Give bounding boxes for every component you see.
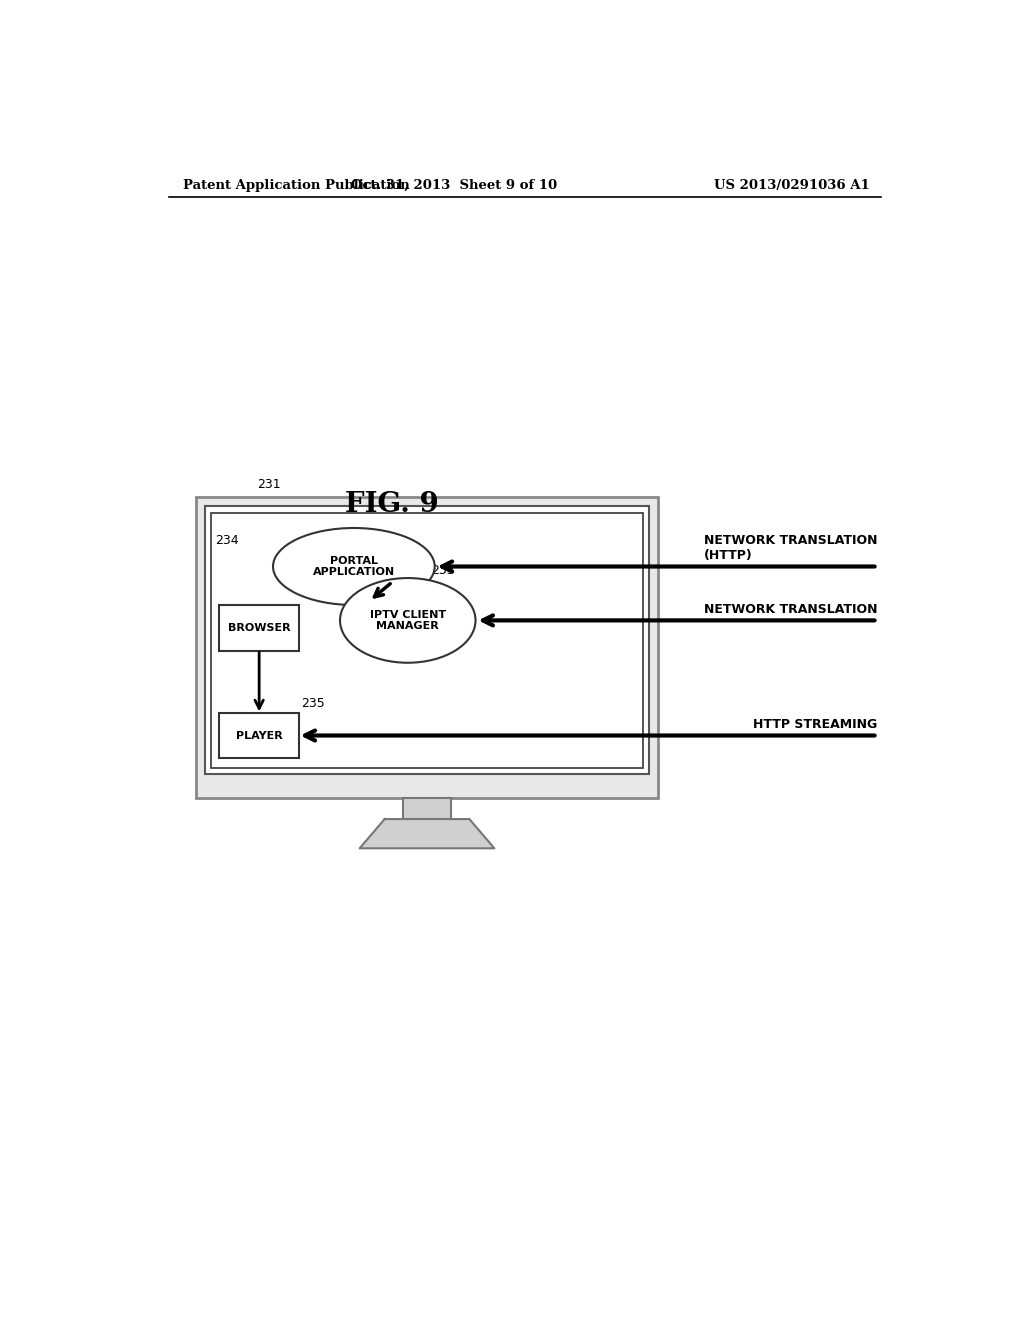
Text: 235: 235 (301, 697, 326, 710)
Text: Patent Application Publication: Patent Application Publication (183, 178, 410, 191)
Text: IPTV CLIENT
MANAGER: IPTV CLIENT MANAGER (370, 610, 445, 631)
Text: US 2013/0291036 A1: US 2013/0291036 A1 (714, 178, 869, 191)
Ellipse shape (273, 528, 435, 605)
Text: NETWORK TRANSLATION: NETWORK TRANSLATION (703, 603, 878, 615)
Text: FIG. 9: FIG. 9 (345, 491, 439, 519)
Polygon shape (359, 818, 495, 849)
FancyBboxPatch shape (403, 797, 451, 818)
Ellipse shape (340, 578, 475, 663)
Text: HTTP STREAMING: HTTP STREAMING (754, 718, 878, 731)
Text: PORTAL
APPLICATION: PORTAL APPLICATION (312, 556, 395, 577)
FancyBboxPatch shape (219, 606, 299, 651)
Text: Oct. 31, 2013  Sheet 9 of 10: Oct. 31, 2013 Sheet 9 of 10 (351, 178, 557, 191)
Text: 234: 234 (215, 535, 239, 548)
Text: PLAYER: PLAYER (236, 730, 283, 741)
FancyBboxPatch shape (205, 507, 649, 775)
FancyBboxPatch shape (211, 512, 643, 768)
FancyBboxPatch shape (219, 713, 299, 758)
Text: BROWSER: BROWSER (227, 623, 291, 634)
Text: 231: 231 (258, 478, 282, 491)
FancyBboxPatch shape (196, 498, 658, 797)
Text: 233: 233 (431, 564, 455, 577)
Text: NETWORK TRANSLATION
(HTTP): NETWORK TRANSLATION (HTTP) (703, 533, 878, 562)
